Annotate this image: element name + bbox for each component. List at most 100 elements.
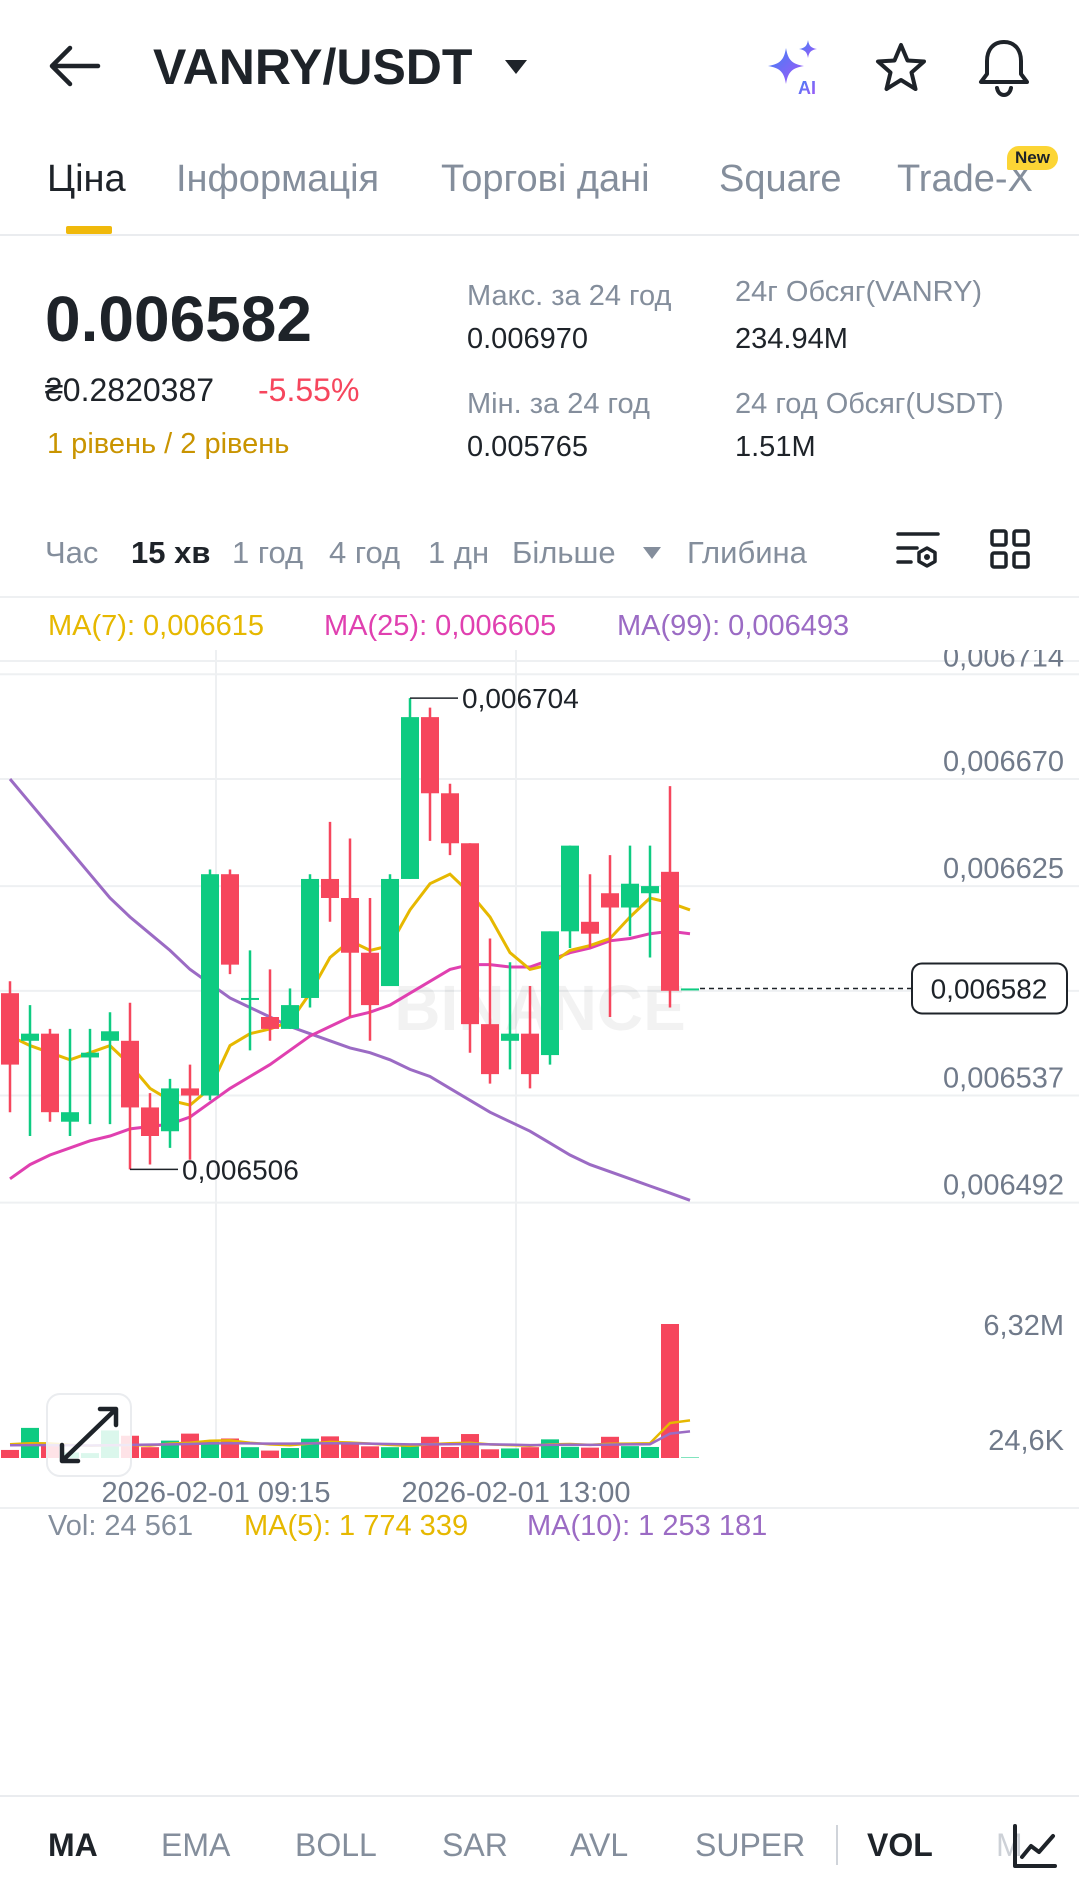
candle-body xyxy=(241,997,259,1000)
indicator-boll[interactable]: BOLL xyxy=(295,1827,377,1863)
volume-legend: Vol: 24 561 xyxy=(48,1510,194,1542)
volume-bar xyxy=(341,1443,359,1458)
volume-bar xyxy=(561,1446,579,1458)
candle-body xyxy=(121,1040,139,1108)
line-chart-icon[interactable] xyxy=(1011,1822,1059,1870)
ai-label: AI xyxy=(798,78,816,98)
volume-bar xyxy=(581,1447,599,1458)
candle-body xyxy=(401,717,419,879)
star-icon[interactable] xyxy=(873,40,929,96)
volume-bar xyxy=(541,1439,559,1458)
bell-icon[interactable] xyxy=(975,36,1033,98)
indicator-ma[interactable]: MA xyxy=(48,1827,98,1863)
last-price: 0.006582 xyxy=(45,283,312,355)
indicator-more[interactable]: M xyxy=(996,1827,1023,1863)
interval-time[interactable]: Час xyxy=(45,535,99,570)
candle-body xyxy=(481,1024,499,1075)
candle-body xyxy=(461,843,479,1025)
volume-bar xyxy=(241,1447,259,1458)
interval-1h[interactable]: 1 год xyxy=(232,535,304,570)
candle-body xyxy=(561,845,579,932)
candle-body xyxy=(661,871,679,991)
ma99-legend: MA(99): 0,006493 xyxy=(617,610,850,642)
candle-body xyxy=(541,931,559,1056)
watermark-logo: BINANCE xyxy=(394,972,686,1044)
fullscreen-button[interactable] xyxy=(46,1393,132,1477)
tab-info[interactable]: Інформація xyxy=(176,158,380,200)
candle-body xyxy=(41,1033,59,1113)
volume-axis-label: 24,6K xyxy=(988,1425,1064,1457)
grid-layout-icon[interactable] xyxy=(989,528,1031,570)
candlestick-chart[interactable]: BINANCE 0,006714 0,006670 0,006625 0,006537… xyxy=(0,650,1079,1795)
volume-base-label: 24г Обсяг(VANRY) xyxy=(735,276,983,308)
y-axis-label: 0,006625 xyxy=(943,853,1064,885)
tab-price[interactable]: Ціна xyxy=(47,158,126,200)
x-axis-label: 2026-02-01 13:00 xyxy=(402,1477,631,1509)
volume-bar xyxy=(501,1448,519,1458)
volume-bar xyxy=(421,1436,439,1458)
candle-body xyxy=(621,883,639,908)
volume-bar xyxy=(621,1446,639,1458)
low-marker-label: 0,006506 xyxy=(182,1154,299,1185)
indicator-super[interactable]: SUPER xyxy=(695,1827,806,1863)
vol-ma5-legend: MA(5): 1 774 339 xyxy=(244,1510,469,1542)
y-axis-label: 0,006714 xyxy=(943,650,1064,673)
detail-tabs: Ціна Інформація Торгові дані Square Trad… xyxy=(0,150,1079,236)
new-badge: New xyxy=(1007,146,1058,170)
interval-4h[interactable]: 4 год xyxy=(329,535,401,570)
vol-ma10-legend: MA(10): 1 253 181 xyxy=(527,1510,768,1542)
volume-bar xyxy=(381,1447,399,1458)
candle-body xyxy=(361,952,379,1006)
candle-body xyxy=(321,878,339,898)
candle-body xyxy=(581,921,599,934)
candle-body xyxy=(421,717,439,794)
y-axis-label: 0,006492 xyxy=(943,1170,1064,1202)
candle-body xyxy=(441,793,459,844)
caret-down-icon[interactable] xyxy=(503,58,529,76)
candle-body xyxy=(141,1107,159,1136)
indicator-sar[interactable]: SAR xyxy=(442,1827,508,1863)
indicator-separator xyxy=(836,1825,838,1865)
current-price-label: 0,006582 xyxy=(931,973,1048,1004)
volume-bar xyxy=(321,1436,339,1458)
tab-trading-data[interactable]: Торгові дані xyxy=(441,158,650,200)
arrow-left-icon[interactable] xyxy=(46,44,102,88)
volume-bar xyxy=(261,1450,279,1458)
caret-down-icon[interactable] xyxy=(642,546,662,560)
y-axis-label: 0,006670 xyxy=(943,746,1064,778)
candle-body xyxy=(101,1031,119,1041)
low-24h-label: Мін. за 24 год xyxy=(467,388,650,420)
indicator-vol[interactable]: VOL xyxy=(867,1827,933,1863)
ma99-line xyxy=(8,778,691,1202)
volume-quote-label: 24 год Обсяг(USDT) xyxy=(735,388,1004,420)
candle-body xyxy=(161,1088,179,1132)
candle-body xyxy=(601,893,619,908)
fiat-price: ₴0.2820387 xyxy=(45,372,215,408)
candle-body xyxy=(81,1052,99,1058)
volume-bar xyxy=(681,1457,699,1458)
y-axis-label: 0,006537 xyxy=(943,1063,1064,1095)
volume-bar xyxy=(181,1433,199,1458)
volume-bar xyxy=(481,1449,499,1458)
high-24h-label: Макс. за 24 год xyxy=(467,280,672,312)
ai-sparkle-icon[interactable]: AI xyxy=(764,38,826,98)
volume-axis-label: 6,32M xyxy=(983,1310,1064,1342)
interval-depth[interactable]: Глибина xyxy=(687,535,807,570)
volume-base-value: 234.94M xyxy=(735,323,848,355)
tier-link[interactable]: 1 рівень / 2 рівень xyxy=(47,428,290,460)
candle-body xyxy=(181,1088,199,1096)
pair-title[interactable]: VANRY/USDT xyxy=(153,39,473,95)
indicator-avl[interactable]: AVL xyxy=(570,1827,629,1863)
candle-body xyxy=(521,1033,539,1075)
tab-square[interactable]: Square xyxy=(719,158,842,200)
price-change-percent: -5.55% xyxy=(258,372,360,408)
volume-bar xyxy=(201,1441,219,1458)
chart-legend-divider xyxy=(0,660,1079,662)
interval-15m[interactable]: 15 хв xyxy=(131,535,211,570)
indicator-ema[interactable]: EMA xyxy=(161,1827,231,1863)
interval-more[interactable]: Більше xyxy=(512,535,616,570)
interval-1d[interactable]: 1 дн xyxy=(428,535,490,570)
volume-bar xyxy=(441,1446,459,1458)
candle-body xyxy=(681,988,699,991)
chart-settings-icon[interactable] xyxy=(895,528,941,572)
